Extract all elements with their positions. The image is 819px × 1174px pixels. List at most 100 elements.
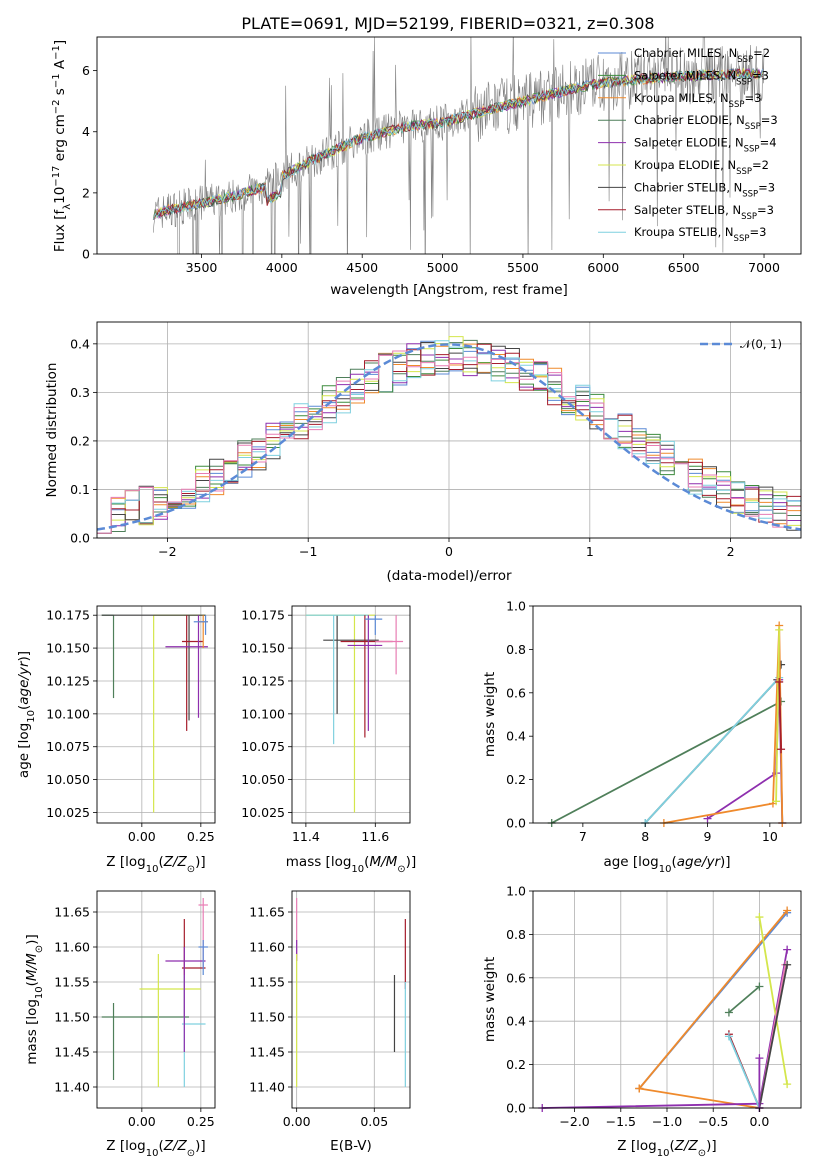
model-spectrum-line <box>153 68 764 220</box>
y-tick-label: 0.3 <box>70 385 90 400</box>
plot-area-age-vs-Z <box>101 614 208 813</box>
axes-frame <box>96 36 802 255</box>
x-tick-label: 10 <box>762 829 778 844</box>
y-tick-label: 10.150 <box>241 641 285 656</box>
model-spectrum-line <box>152 68 764 220</box>
y-tick-label: 10.175 <box>241 608 285 623</box>
label-part: ( <box>16 705 32 710</box>
y-tick-label: 10.025 <box>241 805 285 820</box>
legend-nssp: =3 <box>761 113 778 127</box>
plot-area-age-vs-mass <box>305 614 404 813</box>
mass-weight-line <box>707 679 784 824</box>
axes-frame <box>532 605 802 824</box>
label-part: ( <box>671 854 676 870</box>
y-tick-label: 11.60 <box>54 940 90 955</box>
mass-weight-marker <box>775 625 784 634</box>
label-part: log <box>636 1138 657 1154</box>
x-tick-label: −0.5 <box>698 1114 728 1129</box>
legend-subscript: SSP <box>744 145 760 155</box>
legend-entry: Salpeter STELIB, NSSP=3 <box>634 203 774 222</box>
x-tick-label: 0.25 <box>187 1114 215 1129</box>
plot-area-spectrum <box>152 37 765 254</box>
x-tick-label: −1.5 <box>606 1114 636 1129</box>
legend-entry: Kroupa ELODIE, NSSP=2 <box>634 158 769 177</box>
label-part: ⊙ <box>34 945 45 953</box>
y-tick-label: 10.050 <box>46 772 90 787</box>
legend-text: Kroupa STELIB, N <box>634 225 734 239</box>
plot-area-mass-vs-ebv <box>296 898 406 1087</box>
plot-area-massweight-vs-age <box>547 621 787 827</box>
x-tick-label: 7000 <box>748 260 780 275</box>
axes-frame <box>291 605 411 824</box>
label-part: 10 <box>659 864 672 875</box>
y-tick-label: 0.4 <box>506 1014 526 1029</box>
legend-entry: Salpeter ELODIE, NSSP=4 <box>634 136 777 155</box>
y-tick-label: 11.55 <box>54 975 90 990</box>
mass-weight-marker <box>783 945 792 954</box>
y-tick-label: 0.8 <box>506 642 526 657</box>
mass-weight-marker <box>775 677 784 686</box>
mass-weight-marker <box>783 906 792 915</box>
plot-area-mass-vs-Z <box>101 898 208 1087</box>
mass-weight-marker <box>755 982 764 991</box>
legend-text: Chabrier ELODIE, N <box>634 113 745 127</box>
y-tick-label: 0.4 <box>70 336 90 351</box>
label-part: λ <box>62 204 73 210</box>
label-part: −1 <box>51 73 62 88</box>
x-axis-label: E(B-V) <box>330 1138 372 1154</box>
y-axis-label: mass weight <box>482 672 498 757</box>
mass-weight-marker <box>635 1084 644 1093</box>
x-tick-label: 1 <box>586 544 594 559</box>
x-tick-label: 0.00 <box>128 829 156 844</box>
y-tick-label: 11.55 <box>249 975 285 990</box>
legend-text: Kroupa MILES, N <box>634 91 729 105</box>
label-part: −1 <box>51 45 62 60</box>
label-part: log <box>331 854 352 870</box>
x-tick-label: 5500 <box>507 260 539 275</box>
x-axis-label: wavelength [Angstrom, rest frame] <box>330 282 568 298</box>
y-axis-label: mass weight <box>482 957 498 1042</box>
legend-entry: Salpeter MILES, NSSP=3 <box>634 68 769 87</box>
label-part: −17 <box>51 166 62 187</box>
y-tick-label: 0.8 <box>506 927 526 942</box>
axes-massweight-vs-age: 7 8 9 10 0.0 0.2 0.4 0.6 0.8 1.0 mass weight age [l… <box>482 599 802 875</box>
mass-weight-marker <box>783 1080 792 1089</box>
figure-title: PLATE=0691, MJD=52199, FIBERID=0321, z=0… <box>241 14 654 33</box>
legend-entry: Chabrier ELODIE, NSSP=3 <box>634 113 778 132</box>
mass-weight-line <box>758 916 788 1085</box>
label-part: 10 <box>146 864 159 875</box>
label-part: ( <box>158 854 163 870</box>
legend-nssp: =3 <box>758 180 775 194</box>
label-part: )] <box>195 854 206 870</box>
label-part: )] <box>16 651 32 662</box>
y-tick-label: 0.0 <box>70 531 90 546</box>
label-part: age/yr <box>16 660 32 705</box>
y-tick-label: 0.6 <box>506 970 526 985</box>
y-axis-label: mass [log10(M/M⊙)] <box>24 934 45 1064</box>
plot-area-residual-histogram <box>97 336 801 534</box>
y-tick-label: 11.65 <box>54 905 90 920</box>
mass-weight-line <box>728 1036 761 1109</box>
label-part: )] <box>706 1138 717 1154</box>
x-tick-label: 0 <box>445 544 453 559</box>
y-tick-label: 11.45 <box>54 1045 90 1060</box>
label-part: 10 <box>657 1148 670 1159</box>
label-part: Z [ <box>106 1138 125 1154</box>
axes-mass-vs-Z: 0.00 0.25 11.40 11.45 11.50 11.55 11.60 11.65 ma… <box>24 890 216 1159</box>
label-part: ( <box>364 854 369 870</box>
x-tick-label: 11.6 <box>361 829 389 844</box>
label-part: )] <box>195 1138 206 1154</box>
y-tick-label: 10.025 <box>46 805 90 820</box>
label-part: mass [ <box>286 854 331 870</box>
legend-text: Salpeter STELIB, N <box>634 203 741 217</box>
axes-mass-vs-ebv: 0.00 0.05 11.40 11.45 11.50 11.55 11.60 11.65 E(… <box>249 890 411 1154</box>
label-part: age/yr <box>677 854 722 870</box>
y-tick-label: 0.2 <box>506 1057 526 1072</box>
y-tick-label: 11.65 <box>249 905 285 920</box>
label-part: log <box>125 1138 146 1154</box>
legend-nssp: =4 <box>760 136 777 150</box>
x-tick-label: −2 <box>158 544 176 559</box>
label-part: Z/Z <box>674 1138 699 1154</box>
label-part: Z [ <box>106 854 125 870</box>
x-tick-label: 6500 <box>668 260 700 275</box>
